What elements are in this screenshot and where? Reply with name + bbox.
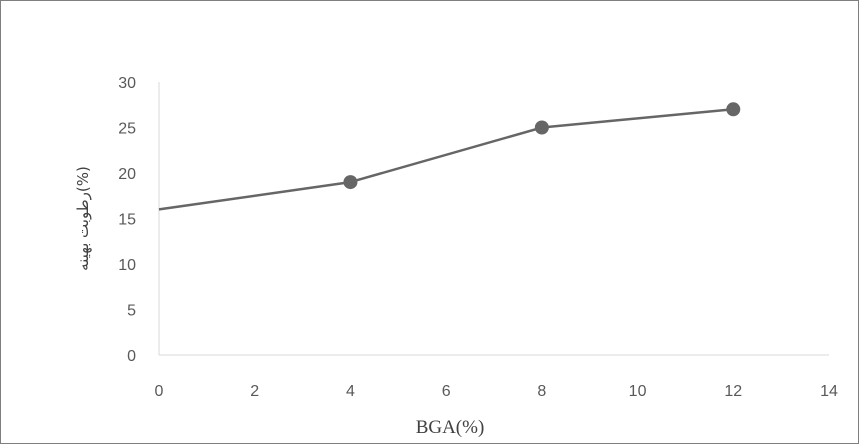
x-tick-label: 14 (820, 383, 838, 400)
x-tick-label: 2 (250, 383, 259, 400)
y-tick-label: 25 (118, 121, 136, 138)
y-tick-label: 20 (118, 166, 136, 183)
y-axis-title: رطوبت بهینه(%) (74, 166, 92, 271)
x-axis-title: BGA(%) (416, 417, 485, 438)
x-tick-label: 10 (629, 383, 647, 400)
data-point (343, 175, 357, 189)
y-tick-label: 30 (118, 75, 136, 92)
x-tick-label: 8 (537, 383, 546, 400)
y-tick-label: 15 (118, 212, 136, 229)
series-layer (159, 102, 740, 209)
y-tick-label: 5 (127, 303, 136, 320)
series-line (159, 109, 733, 209)
data-point (535, 121, 549, 135)
y-tick-label: 10 (118, 257, 136, 274)
x-tick-label: 4 (346, 383, 355, 400)
y-tick-labels: 0 5 10 15 20 25 30 (118, 75, 136, 365)
x-tick-label: 12 (724, 383, 742, 400)
x-tick-label: 0 (155, 383, 164, 400)
y-tick-label: 0 (127, 348, 136, 365)
data-point (726, 102, 740, 116)
x-tick-labels: 0 2 4 6 8 10 12 14 (155, 383, 838, 400)
x-tick-label: 6 (442, 383, 451, 400)
